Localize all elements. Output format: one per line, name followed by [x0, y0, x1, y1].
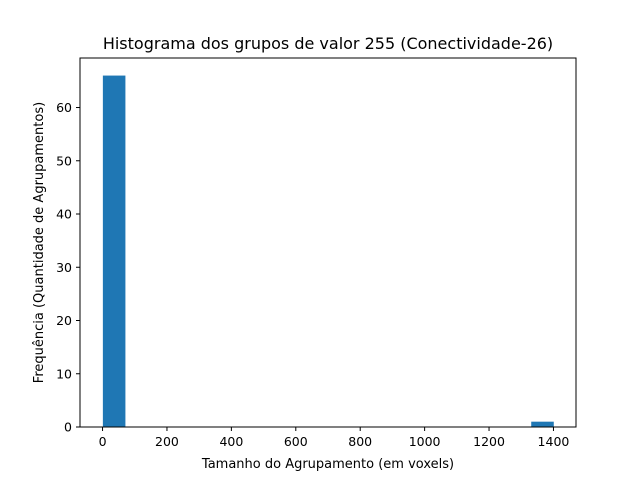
y-tick-label: 10 [56, 366, 72, 381]
x-axis-label: Tamanho do Agrupamento (em voxels) [201, 457, 454, 472]
y-tick-label: 30 [56, 260, 72, 275]
x-tick-label: 0 [99, 434, 107, 449]
x-tick-label: 800 [348, 434, 372, 449]
x-tick-label: 1400 [538, 434, 570, 449]
x-axis-ticks: 0 200 400 600 800 1000 1200 1400 [99, 427, 570, 449]
y-tick-label: 20 [56, 313, 72, 328]
y-tick-label: 0 [64, 420, 72, 435]
histogram-bar [102, 75, 126, 428]
y-axis-ticks: 0 10 20 30 40 50 60 [56, 100, 80, 435]
y-tick-label: 60 [56, 100, 72, 115]
x-tick-label: 200 [155, 434, 179, 449]
x-tick-label: 600 [284, 434, 308, 449]
x-tick-label: 1200 [473, 434, 505, 449]
y-tick-label: 40 [56, 207, 72, 222]
x-tick-label: 400 [219, 434, 243, 449]
x-tick-label: 1000 [409, 434, 441, 449]
chart-title: Histograma dos grupos de valor 255 (Cone… [103, 34, 553, 53]
y-tick-label: 50 [56, 153, 72, 168]
histogram-bar [531, 421, 554, 427]
bars-group [102, 75, 554, 428]
y-axis-label: Frequência (Quantidade de Agrupamentos) [32, 102, 47, 383]
plot-area-frame [79, 57, 577, 428]
